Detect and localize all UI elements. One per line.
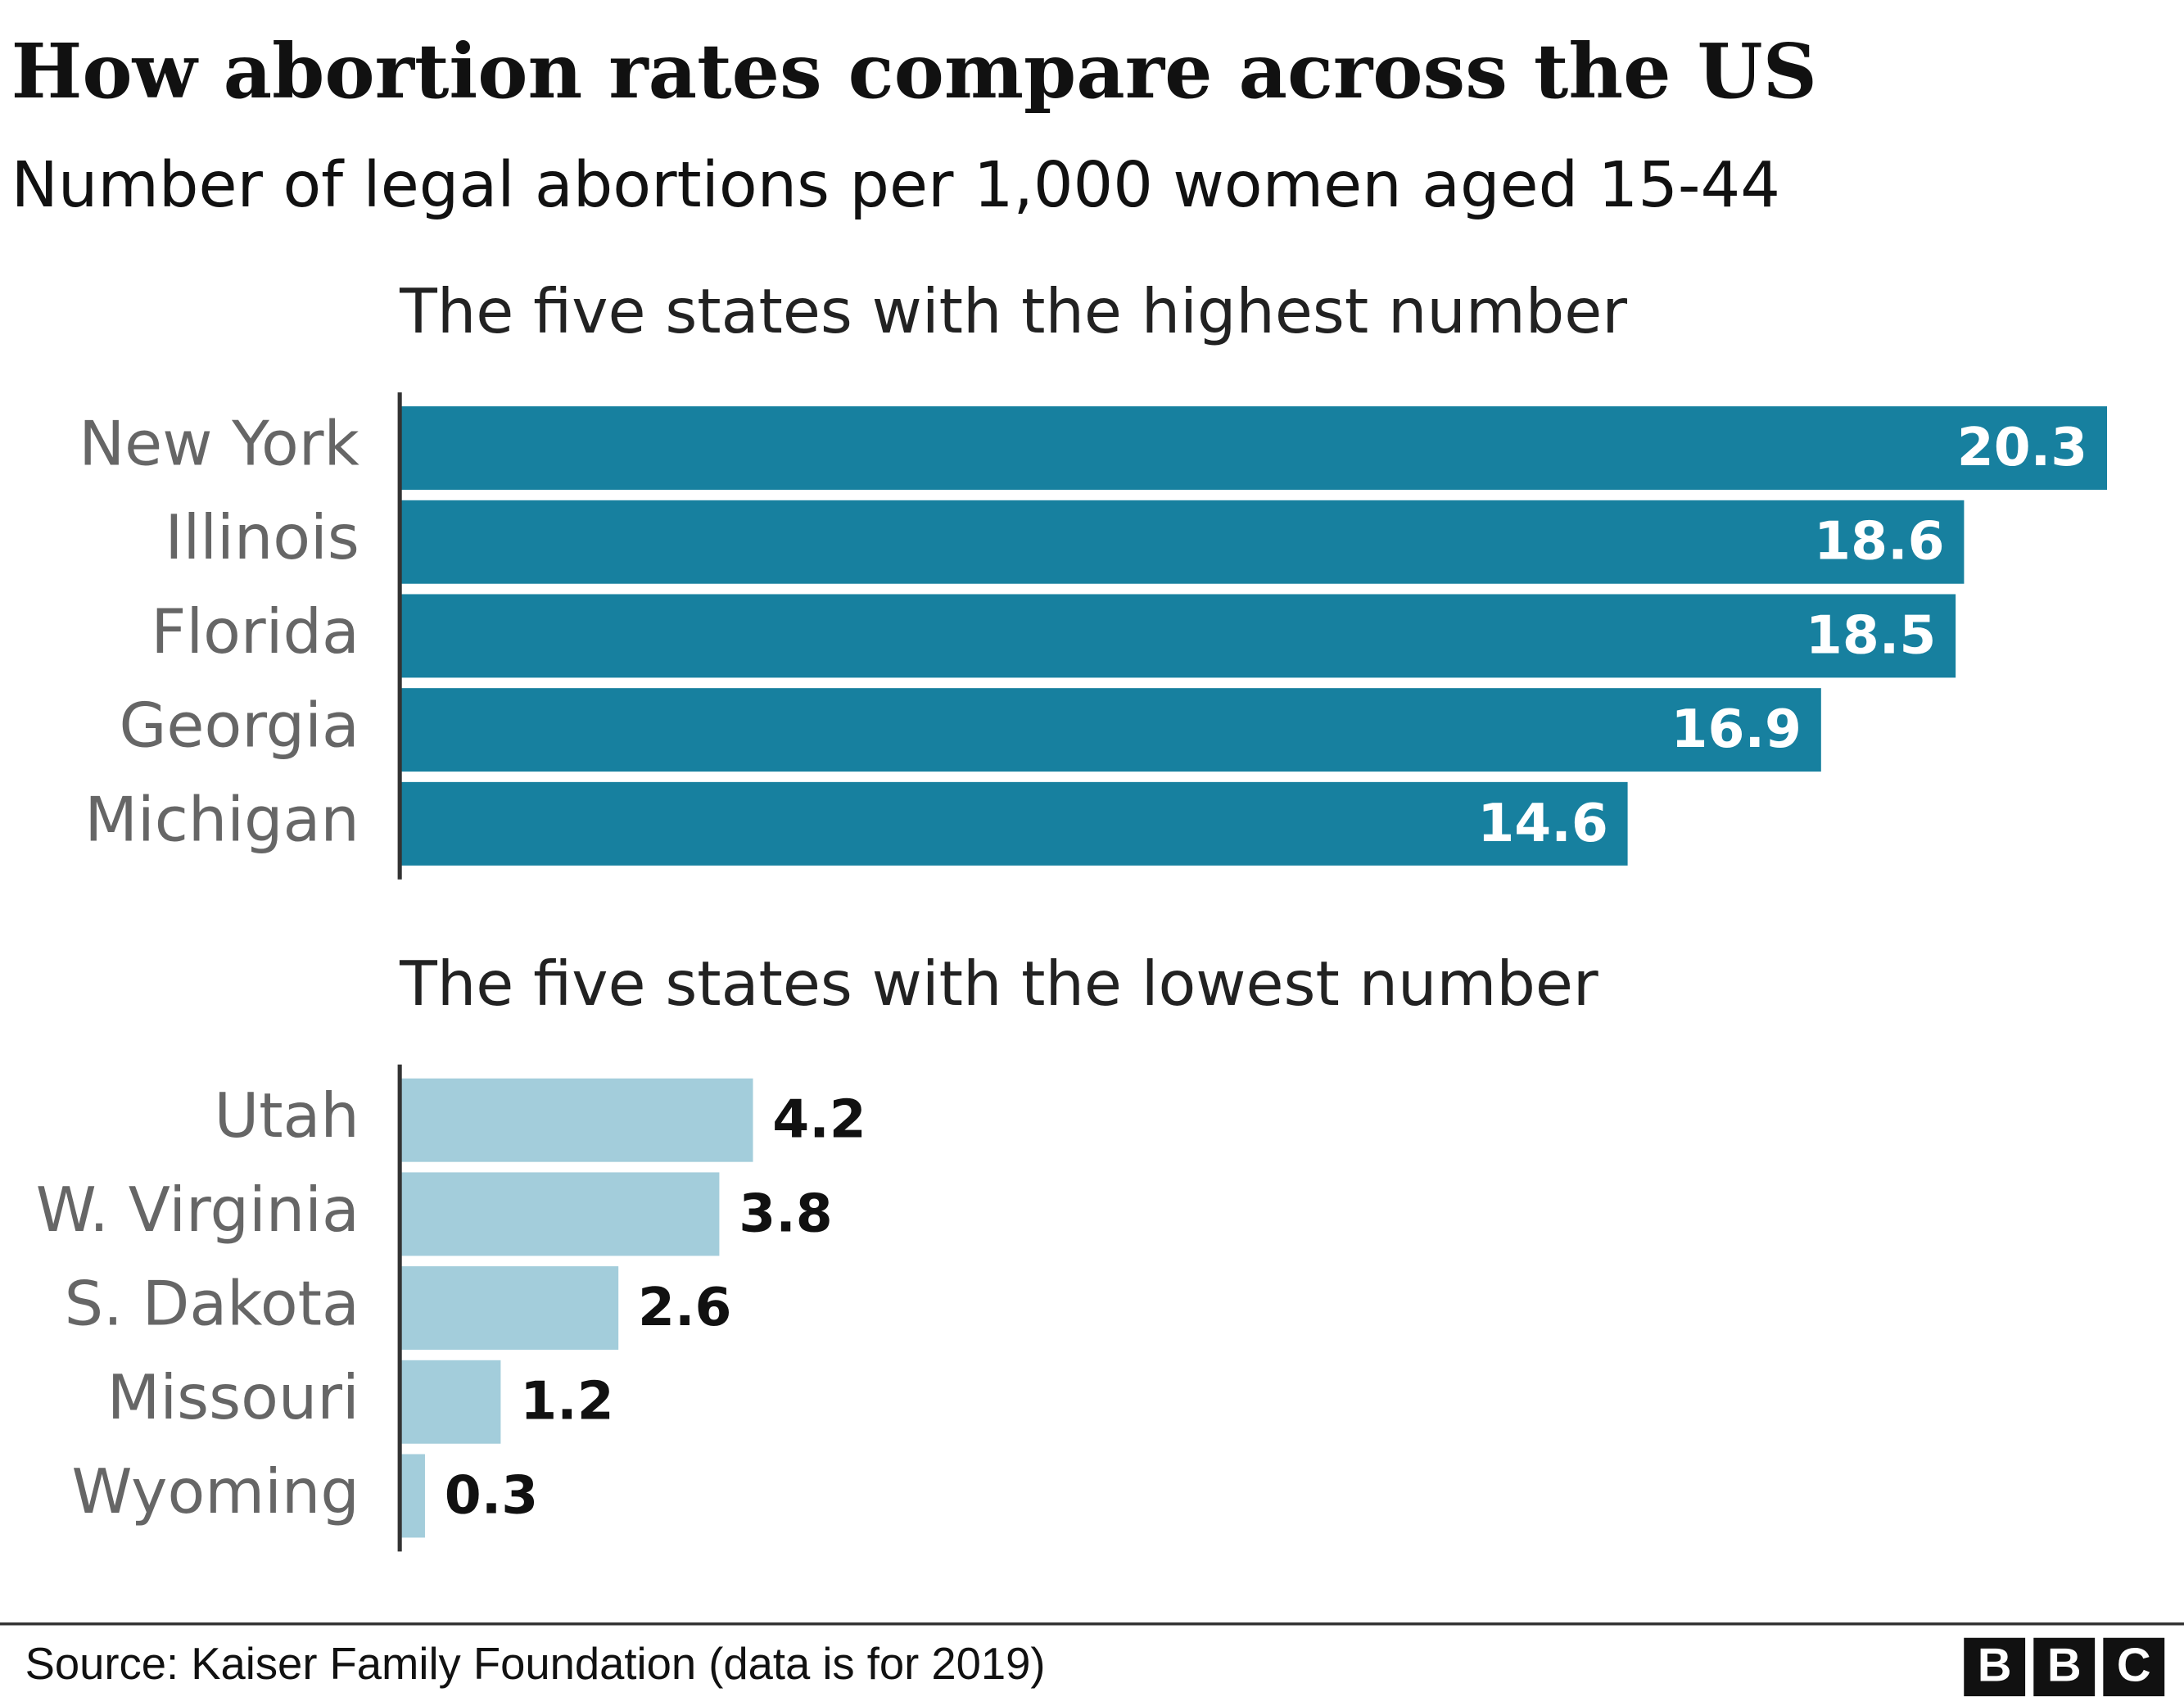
- value-label: 1.2: [520, 1371, 613, 1432]
- value-label: 18.6: [1814, 511, 1944, 572]
- bar: [400, 1266, 619, 1351]
- title: How abortion rates compare across the US: [11, 27, 1817, 115]
- logo-letter: B: [2047, 1639, 2082, 1691]
- logo-box: [1964, 1637, 2026, 1697]
- value-label: 16.9: [1671, 699, 1802, 760]
- bar: [400, 1172, 720, 1256]
- bar: [400, 1078, 753, 1162]
- logo-letter: C: [2117, 1639, 2151, 1691]
- bar: [400, 781, 1628, 866]
- category-label: New York: [79, 409, 359, 480]
- category-label: Florida: [151, 596, 359, 667]
- value-label: 4.2: [772, 1089, 866, 1151]
- value-label: 20.3: [1957, 417, 2087, 478]
- bar: [400, 1454, 425, 1538]
- value-label: 14.6: [1477, 793, 1607, 854]
- bar: [400, 406, 2107, 491]
- category-label: Georgia: [119, 690, 359, 762]
- source: Source: Kaiser Family Foundation (data i…: [25, 1639, 1046, 1689]
- value-label: 0.3: [445, 1464, 538, 1526]
- chart-title: The five states with the lowest number: [399, 948, 1598, 1020]
- bar: [400, 500, 1965, 584]
- value-label: 2.6: [638, 1277, 731, 1338]
- chart-title: The five states with the highest number: [399, 276, 1627, 347]
- category-label: S. Dakota: [65, 1269, 359, 1340]
- category-label: W. Virginia: [36, 1174, 359, 1246]
- subtitle: Number of legal abortions per 1,000 wome…: [11, 149, 1780, 222]
- category-label: Wyoming: [72, 1456, 359, 1527]
- category-label: Illinois: [165, 502, 359, 573]
- category-label: Missouri: [107, 1362, 359, 1433]
- value-label: 18.5: [1806, 604, 1936, 666]
- bar: [400, 1360, 501, 1444]
- category-label: Utah: [214, 1080, 359, 1152]
- value-label: 3.8: [739, 1183, 832, 1244]
- category-label: Michigan: [84, 784, 359, 855]
- logo-box: [2103, 1637, 2165, 1697]
- logo-box: [2033, 1637, 2096, 1697]
- bar: [400, 688, 1821, 772]
- logo-letter: B: [1978, 1639, 2012, 1691]
- bar: [400, 594, 1956, 678]
